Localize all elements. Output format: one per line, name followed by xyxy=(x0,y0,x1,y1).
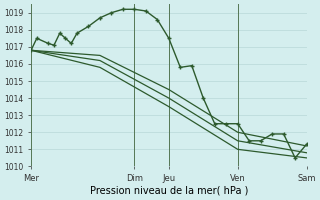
X-axis label: Pression niveau de la mer( hPa ): Pression niveau de la mer( hPa ) xyxy=(90,186,248,196)
